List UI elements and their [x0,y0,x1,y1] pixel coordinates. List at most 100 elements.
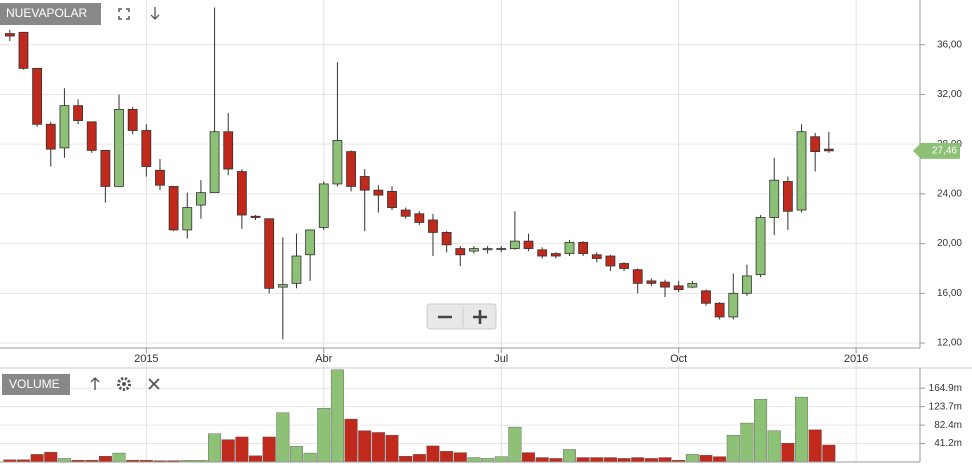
candle-body [632,269,643,284]
title-button[interactable] [0,3,101,25]
labels: 12,0016,0020,0024,0028,0032,0036,0041.2m… [134,39,962,449]
y-tick-label: 164.9m [929,383,962,394]
volume-bar [440,451,454,463]
volume-bar [795,396,809,463]
candle-body [332,140,343,185]
volume-bar [344,418,358,463]
fullscreen-icon[interactable] [118,8,130,20]
volume-bar [603,457,617,463]
candle-body [523,240,534,249]
candle-body [264,218,275,289]
volume-bar [467,457,481,463]
candle-body [18,31,29,69]
volume-bar [399,455,413,463]
volume-bar [549,458,563,463]
candle-body [305,229,316,256]
candle-body [168,186,179,231]
volume-bar [644,458,658,463]
volume-bar [453,452,467,463]
last-price-label: 27,46 [932,146,957,157]
candle-body [509,240,520,249]
y-tick-label: 36,00 [937,39,962,50]
candle-body [114,108,124,187]
candle-body [673,285,684,290]
candle-body [564,241,575,254]
candle-body [59,105,70,149]
close-icon[interactable] [148,378,160,390]
volume-bar [822,444,836,463]
candle-body [769,179,780,218]
zoom-in-button[interactable] [473,310,487,324]
candle-body [359,176,370,191]
candle-body [387,190,397,208]
x-tick-label: Oct [670,353,687,365]
candle-body [782,181,793,212]
candle-body [196,192,206,206]
y-tick-label: 82.4m [934,420,962,431]
candle-body [755,217,766,276]
candle-body [660,281,670,288]
volume-bar [276,412,290,463]
y-tick-label: 24,00 [937,189,962,200]
y-tick-label: 123.7m [929,401,962,412]
volume-bar [371,432,385,463]
volume-bar [740,422,754,463]
candle-body [250,215,261,218]
volume-bar [412,454,426,463]
candle-body [605,255,616,267]
candle-body [45,123,56,150]
candle-body [796,131,807,211]
candle-body [400,209,411,217]
chart-title: NUEVAPOLAR [6,6,87,20]
candle-body [236,171,247,216]
volume-bar [98,455,112,463]
x-tick-label: Abr [315,353,332,365]
candle-body [318,183,329,228]
volume-bar [303,452,317,463]
candle-body [141,130,152,167]
y-tick-label: 16,00 [937,288,962,299]
volume-title-button[interactable] [2,374,70,395]
volume-bar [385,434,399,463]
volume-bar [481,458,495,463]
move-up-icon[interactable] [90,377,100,390]
volume-bar [262,436,276,463]
volume-bar [781,443,795,463]
x-tick-label: 2015 [134,353,158,365]
volume-bar [699,455,713,463]
candle-body [455,248,466,256]
candle-body [646,280,657,284]
settings-icon[interactable] [117,377,131,391]
volume-bar [617,458,631,463]
candle-body [32,67,43,125]
candle-body [482,248,493,251]
volume-bar [562,449,576,463]
candle-body [182,207,193,231]
x-tick-label: Jul [494,353,508,365]
candle-body [441,232,452,246]
y-tick-label: 32,00 [937,89,962,100]
volume-bar [590,457,604,463]
volume-bar [330,369,344,463]
candle-body [701,290,711,304]
candle-body [277,284,288,288]
volume-bar [685,454,699,463]
volume-bar [30,454,44,463]
volume-bar [221,439,235,463]
volume-bar [508,426,522,463]
y-tick-label: 41.2m [934,438,962,449]
candle-body [823,148,834,152]
candle-body [810,136,821,153]
x-tick-label: 2016 [844,353,868,365]
candle-body [73,105,83,121]
volume-bar [208,433,222,463]
volume-bar [426,445,440,463]
download-icon[interactable] [150,7,160,20]
volume-bar [726,434,740,463]
volume-title: VOLUME [9,377,60,391]
volume-bar [57,458,71,463]
volume-bar [522,452,536,463]
candle-body [591,254,602,259]
candle-body [469,248,479,252]
